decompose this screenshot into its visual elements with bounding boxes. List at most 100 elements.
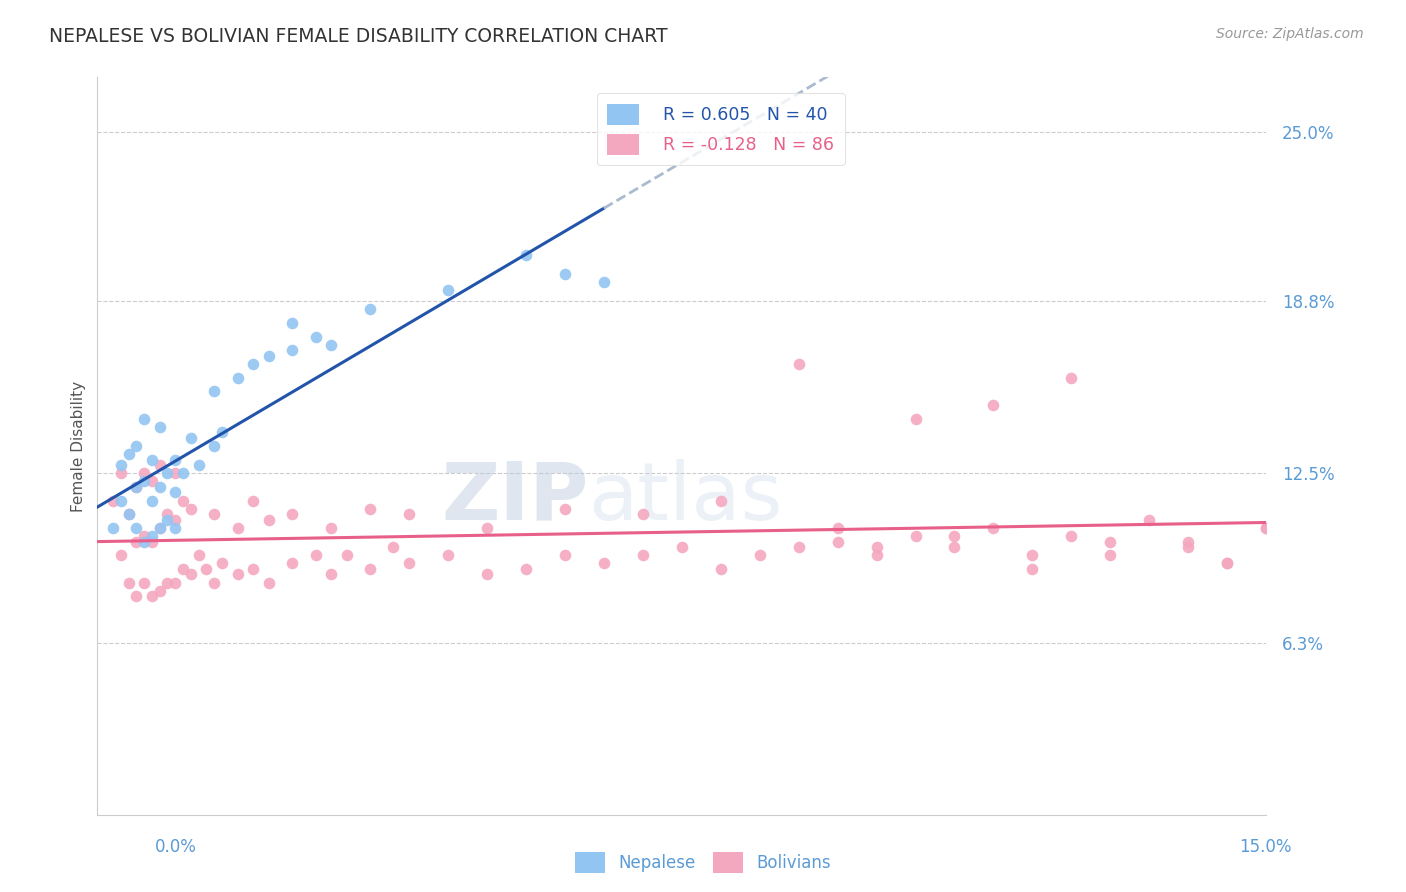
Point: [359, 501, 381, 516]
Point: [149, 583, 172, 598]
Point: [1256, 521, 1278, 535]
Point: [1060, 529, 1083, 543]
Point: [101, 493, 124, 508]
Point: [202, 508, 225, 522]
Point: [631, 508, 654, 522]
Point: [592, 557, 614, 571]
Point: [515, 562, 537, 576]
Point: [125, 480, 148, 494]
Point: [132, 529, 155, 543]
Point: [554, 267, 576, 281]
Point: [180, 567, 202, 582]
Point: [156, 508, 179, 522]
Point: [195, 562, 218, 576]
Point: [242, 357, 264, 371]
Point: [359, 302, 381, 317]
Text: atlas: atlas: [588, 458, 783, 537]
Point: [475, 521, 498, 535]
Point: [149, 521, 172, 535]
Point: [226, 567, 249, 582]
Point: [156, 513, 179, 527]
Point: [110, 467, 132, 481]
Point: [149, 458, 172, 472]
Point: [172, 467, 194, 481]
Point: [398, 557, 420, 571]
Point: [748, 548, 770, 562]
Point: [321, 521, 343, 535]
Point: [304, 330, 326, 344]
Point: [321, 338, 343, 352]
Point: [865, 540, 887, 554]
Point: [1021, 548, 1043, 562]
Point: [1099, 534, 1122, 549]
Point: [554, 501, 576, 516]
Point: [827, 534, 849, 549]
Point: [257, 575, 280, 590]
Point: [125, 439, 148, 453]
Point: [132, 467, 155, 481]
Point: [110, 458, 132, 472]
Point: [1099, 548, 1122, 562]
Point: [117, 447, 139, 461]
Point: [165, 521, 187, 535]
Point: [1216, 557, 1239, 571]
Point: [257, 513, 280, 527]
Point: [1137, 513, 1160, 527]
Point: [165, 467, 187, 481]
Text: ZIP: ZIP: [441, 458, 588, 537]
Text: NEPALESE VS BOLIVIAN FEMALE DISABILITY CORRELATION CHART: NEPALESE VS BOLIVIAN FEMALE DISABILITY C…: [49, 27, 668, 45]
Point: [101, 521, 124, 535]
Point: [165, 485, 187, 500]
Point: [141, 534, 163, 549]
Point: [132, 534, 155, 549]
Point: [226, 370, 249, 384]
Point: [359, 562, 381, 576]
Point: [304, 548, 326, 562]
Legend:   R = 0.605   N = 40,   R = -0.128   N = 86: R = 0.605 N = 40, R = -0.128 N = 86: [598, 94, 845, 165]
Point: [671, 540, 693, 554]
Point: [827, 521, 849, 535]
Text: 0.0%: 0.0%: [155, 838, 197, 855]
Point: [132, 575, 155, 590]
Point: [149, 420, 172, 434]
Point: [281, 557, 304, 571]
Point: [165, 513, 187, 527]
Point: [156, 575, 179, 590]
Point: [242, 562, 264, 576]
Point: [165, 452, 187, 467]
Point: [281, 316, 304, 330]
Point: [398, 508, 420, 522]
Point: [211, 425, 233, 440]
Point: [172, 493, 194, 508]
Point: [117, 508, 139, 522]
Point: [187, 548, 209, 562]
Point: [1177, 540, 1199, 554]
Point: [202, 384, 225, 399]
Point: [110, 548, 132, 562]
Point: [156, 467, 179, 481]
Point: [437, 284, 460, 298]
Point: [211, 557, 233, 571]
Point: [1177, 534, 1199, 549]
Point: [141, 529, 163, 543]
Point: [336, 548, 359, 562]
Point: [172, 562, 194, 576]
Point: [125, 480, 148, 494]
Point: [382, 540, 405, 554]
Text: Source: ZipAtlas.com: Source: ZipAtlas.com: [1216, 27, 1364, 41]
Y-axis label: Female Disability: Female Disability: [72, 380, 86, 512]
Point: [117, 575, 139, 590]
Point: [125, 589, 148, 603]
Point: [787, 357, 810, 371]
Point: [242, 493, 264, 508]
Point: [475, 567, 498, 582]
Point: [165, 575, 187, 590]
Point: [554, 548, 576, 562]
Point: [180, 501, 202, 516]
Point: [281, 508, 304, 522]
Point: [437, 548, 460, 562]
Point: [865, 548, 887, 562]
Point: [321, 567, 343, 582]
Point: [187, 458, 209, 472]
Point: [257, 349, 280, 363]
